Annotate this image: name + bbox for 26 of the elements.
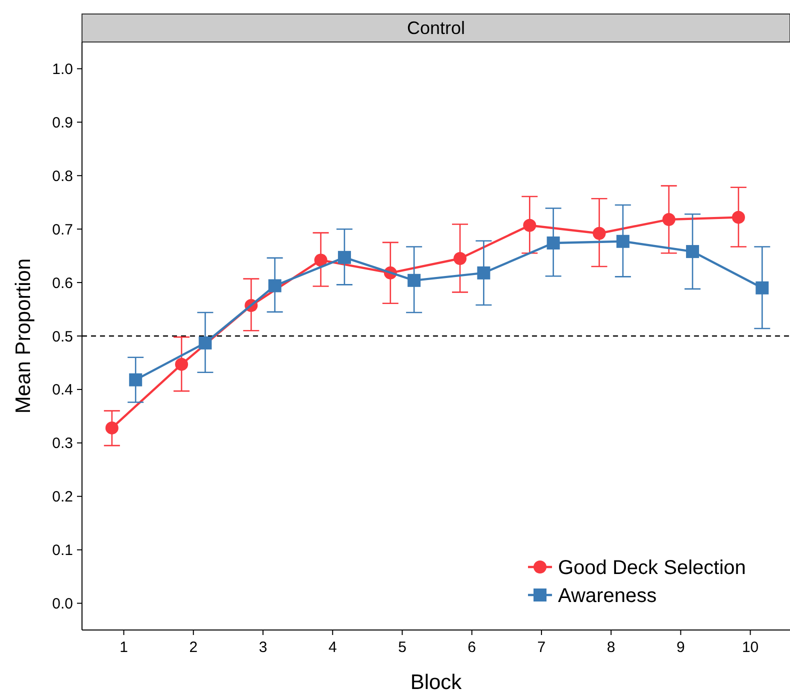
x-tick-label: 9	[676, 639, 685, 656]
y-tick-label: 1.0	[52, 60, 73, 78]
x-tick-label: 8	[606, 639, 616, 656]
x-tick-label: 1	[120, 639, 128, 656]
x-tick-label: 3	[258, 639, 268, 656]
x-tick-label: 7	[537, 639, 546, 656]
y-tick-label: 0.3	[52, 435, 73, 452]
y-axis-title: Mean Proportion	[12, 258, 35, 414]
y-tick-label: 0.2	[52, 488, 73, 506]
y-tick-label: 0.8	[52, 168, 73, 185]
y-tick-label: 0.7	[52, 221, 73, 238]
x-tick-label: 6	[468, 639, 476, 656]
y-tick-label: 0.5	[52, 328, 73, 346]
x-tick-label: 10	[742, 639, 759, 656]
y-tick-label: 0.9	[52, 114, 73, 132]
y-tick-label: 0.6	[52, 274, 73, 292]
legend-label: Awareness	[558, 585, 657, 607]
y-tick-label: 0.4	[52, 382, 73, 399]
legend-label: Good Deck Selection	[558, 557, 746, 579]
x-tick-label: 5	[398, 639, 406, 656]
y-tick-label: 0.0	[52, 596, 73, 613]
x-tick-label: 2	[189, 639, 198, 656]
y-tick-label: 0.1	[52, 542, 73, 560]
x-axis-title: Block	[410, 671, 462, 693]
chart-title: Control	[406, 18, 466, 38]
x-tick-label: 4	[328, 639, 337, 656]
